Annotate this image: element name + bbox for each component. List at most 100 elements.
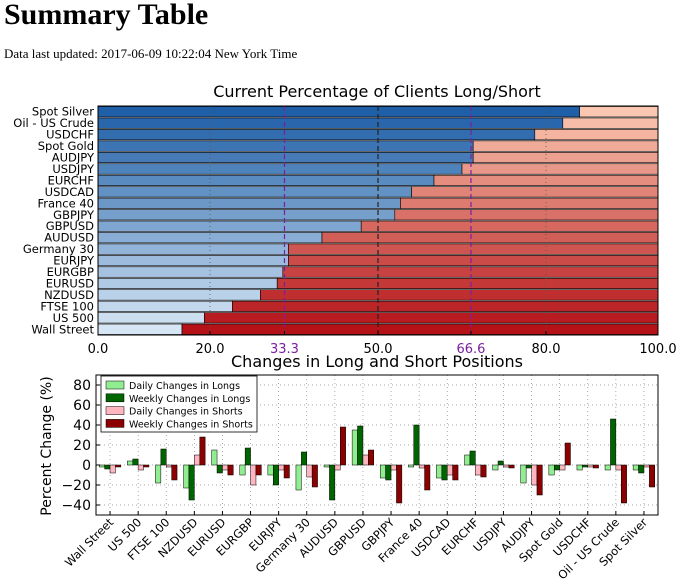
change-bar-12-0 <box>436 464 443 479</box>
long-short-category-label: France 40 <box>37 196 94 210</box>
change-bar-8-3 <box>340 426 346 466</box>
long-short-x-tick-label: 20.0 <box>196 342 225 357</box>
change-bar-8-1 <box>329 464 336 501</box>
long-short-category-label: EURCHF <box>48 173 94 187</box>
change-bar-13-1 <box>469 450 476 466</box>
long-short-category-label: Spot Gold <box>38 139 94 153</box>
long-short-x-tick-label: 100.0 <box>639 342 676 357</box>
change-bar-9-2 <box>362 454 369 466</box>
changes-y-tick-label: 0 <box>82 458 91 474</box>
change-bar-10-1 <box>385 464 392 481</box>
legend-label: Daily Changes in Shorts <box>129 407 243 418</box>
change-bar-10-2 <box>390 464 397 471</box>
change-bar-15-2 <box>531 464 538 486</box>
legend-label: Daily Changes in Longs <box>129 381 240 392</box>
change-bar-0-0 <box>98 464 105 468</box>
change-bar-11-1 <box>413 424 420 466</box>
change-bar-10-3 <box>396 464 403 504</box>
long-short-category-label: EURGBP <box>47 265 94 279</box>
long-short-category-label: Wall Street <box>31 322 94 336</box>
change-bar-17-1 <box>582 464 588 468</box>
change-bar-5-1 <box>244 447 251 466</box>
change-bar-17-2 <box>587 464 594 468</box>
long-short-category-label: USDCHF <box>46 128 94 142</box>
page-title: Summary Table <box>4 0 209 31</box>
change-bar-14-1 <box>497 460 504 466</box>
changes-y-tick-label: 40 <box>73 418 91 434</box>
change-bar-18-1 <box>610 418 617 466</box>
long-short-x-tick-label: 66.6 <box>456 342 485 357</box>
change-bar-0-1 <box>104 464 111 470</box>
change-bar-4-1 <box>216 464 223 474</box>
change-bar-4-0 <box>211 449 218 466</box>
change-bar-6-0 <box>267 464 274 476</box>
legend-swatch-0 <box>105 380 125 390</box>
change-bar-1-1 <box>132 458 139 466</box>
change-bar-18-3 <box>621 464 627 504</box>
long-short-category-label: EURJPY <box>53 254 95 268</box>
changes-y-tick-label: −20 <box>61 478 91 494</box>
change-bar-11-3 <box>424 464 431 491</box>
change-bar-7-2 <box>306 464 313 478</box>
last-updated-text: Data last updated: 2017-06-09 10:22:04 N… <box>4 46 298 61</box>
change-bar-4-2 <box>222 464 229 471</box>
change-bar-10-0 <box>379 464 386 479</box>
change-bar-19-1 <box>638 464 645 474</box>
changes-y-tick-label: −40 <box>61 498 91 514</box>
changes-y-tick-label: 60 <box>73 398 91 414</box>
long-short-x-tick-label: 80.0 <box>532 342 561 357</box>
change-bar-19-3 <box>649 464 656 488</box>
change-bar-16-0 <box>548 464 555 476</box>
change-bar-4-3 <box>227 464 234 476</box>
change-bar-5-3 <box>255 464 262 476</box>
long-short-category-label: EURUSD <box>46 276 94 290</box>
change-bar-15-3 <box>536 464 543 496</box>
legend-box <box>100 375 258 433</box>
change-bar-14-0 <box>492 464 499 471</box>
long-short-category-label: GBPUSD <box>46 219 94 233</box>
change-bar-6-2 <box>278 464 285 471</box>
long-short-category-label: Spot Silver <box>32 105 94 119</box>
changes-chart-title: Changes in Long and Short Positions <box>231 352 523 371</box>
long-short-category-label: USDJPY <box>52 162 95 176</box>
change-bar-17-0 <box>576 464 583 471</box>
long-short-x-tick-label: 33.3 <box>270 342 299 357</box>
change-bar-8-0 <box>323 464 330 468</box>
change-bar-7-1 <box>301 451 308 466</box>
change-bar-3-2 <box>194 454 201 466</box>
change-bar-13-3 <box>480 464 487 478</box>
long-short-category-label: Germany 30 <box>23 242 94 256</box>
change-bar-2-1 <box>160 448 167 466</box>
change-bar-6-3 <box>283 464 290 479</box>
long-short-category-label: AUDJPY <box>52 151 95 165</box>
change-bar-15-1 <box>525 464 532 469</box>
long-short-category-label: GBPJPY <box>53 208 95 222</box>
change-bar-14-3 <box>508 464 515 469</box>
changes-chart-legend: Daily Changes in Longs Weekly Changes in … <box>100 375 258 433</box>
long-short-category-label: AUDUSD <box>44 231 94 245</box>
change-bar-3-3 <box>199 436 206 466</box>
change-bar-5-2 <box>250 464 257 486</box>
change-bar-9-0 <box>351 429 358 466</box>
change-bar-0-3 <box>115 464 122 468</box>
changes-y-tick-label: 20 <box>73 438 91 454</box>
change-bar-1-2 <box>137 464 144 471</box>
long-short-category-label: US 500 <box>53 311 94 325</box>
legend-label: Weekly Changes in Shorts <box>129 419 253 430</box>
change-bar-7-0 <box>295 464 302 491</box>
change-bar-15-0 <box>520 464 527 484</box>
change-bar-12-1 <box>441 464 448 481</box>
change-bar-0-2 <box>109 464 116 474</box>
change-bar-3-1 <box>188 464 195 501</box>
long-short-x-tick-label: 0.0 <box>88 342 109 357</box>
change-bar-9-1 <box>357 425 364 466</box>
change-bar-19-0 <box>632 464 639 471</box>
change-bar-13-2 <box>475 464 482 476</box>
change-bar-14-2 <box>503 464 510 468</box>
long-short-category-label: USDCAD <box>45 185 94 199</box>
change-bar-13-0 <box>464 454 471 466</box>
changes-chart-ylabel: Percent Change (%) <box>39 376 55 515</box>
change-bar-18-0 <box>604 464 611 471</box>
change-bar-11-0 <box>408 464 414 468</box>
